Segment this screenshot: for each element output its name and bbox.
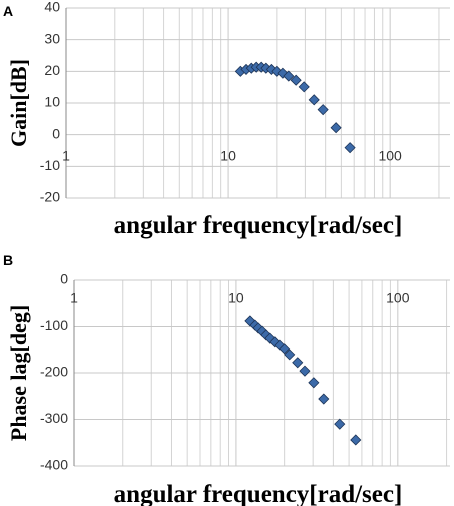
data-point xyxy=(344,142,356,154)
x-tick-label: 100 xyxy=(386,289,410,305)
data-point xyxy=(279,343,291,355)
data-point xyxy=(271,65,283,77)
x-axis-title: angular frequency[rad/sec] xyxy=(114,212,403,239)
panel-label: B xyxy=(3,252,13,268)
x-tick-label: 1 xyxy=(70,289,78,305)
y-tick-label: -400 xyxy=(40,457,68,473)
data-point xyxy=(264,332,276,344)
y-tick-label: 20 xyxy=(44,62,60,78)
y-tick-label: -300 xyxy=(40,410,68,426)
data-point xyxy=(317,104,329,116)
x-tick-label: 1 xyxy=(62,147,70,163)
data-point xyxy=(318,393,330,405)
data-point xyxy=(350,434,362,446)
data-point xyxy=(290,74,302,86)
data-point xyxy=(292,357,304,369)
data-point xyxy=(308,377,320,389)
y-tick-label: 0 xyxy=(60,271,68,287)
x-tick-label: 100 xyxy=(378,147,402,163)
data-point xyxy=(298,81,310,93)
y-tick-label: 40 xyxy=(44,0,60,15)
y-tick-label: 10 xyxy=(44,94,60,110)
y-tick-label: -20 xyxy=(40,189,60,205)
y-tick-label: 0 xyxy=(52,125,60,141)
y-tick-label: -100 xyxy=(40,317,68,333)
panel-label: A xyxy=(3,3,13,19)
data-point xyxy=(283,70,295,82)
data-point xyxy=(265,63,277,75)
data-point xyxy=(244,315,256,327)
data-point xyxy=(299,365,311,377)
data-point xyxy=(334,418,346,430)
y-tick-label: 30 xyxy=(44,30,60,46)
data-point xyxy=(330,122,342,134)
data-point xyxy=(284,349,296,361)
y-tick-label: -10 xyxy=(40,157,60,173)
y-axis-title: Gain[dB] xyxy=(6,59,31,147)
x-tick-label: 10 xyxy=(220,147,236,163)
x-tick-label: 10 xyxy=(228,289,244,305)
x-axis-title: angular frequency[rad/sec] xyxy=(114,481,403,506)
data-point xyxy=(277,67,289,79)
data-point xyxy=(308,94,320,106)
y-axis-title: Phase lag[deg] xyxy=(6,305,31,441)
y-tick-label: -200 xyxy=(40,364,68,380)
